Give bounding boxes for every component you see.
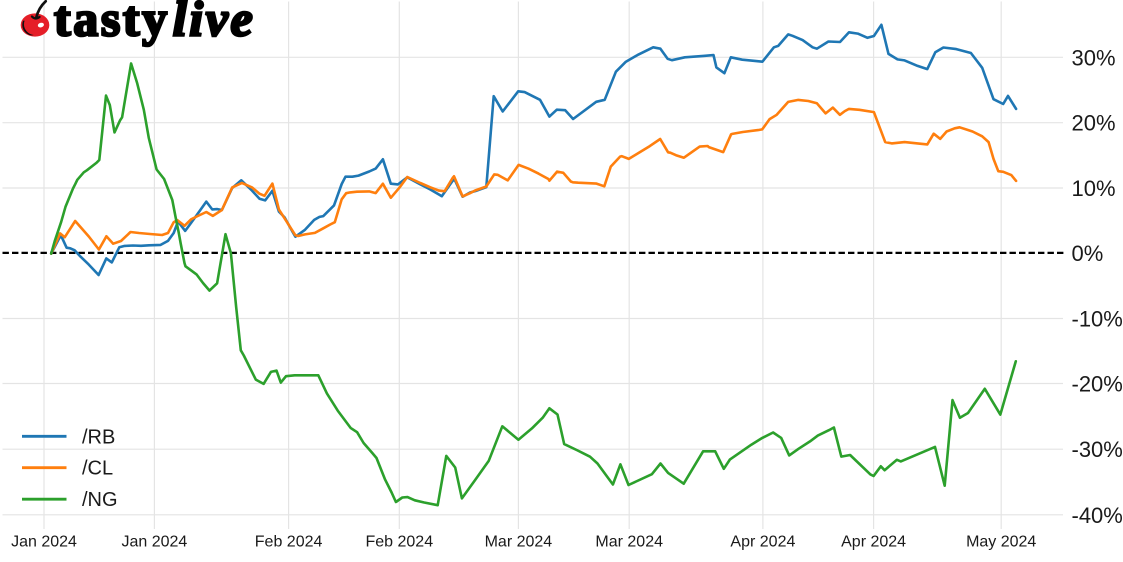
svg-text:Mar 2024: Mar 2024 xyxy=(485,534,553,551)
svg-text:Feb 2024: Feb 2024 xyxy=(255,534,323,551)
svg-text:May 2024: May 2024 xyxy=(966,534,1036,551)
svg-text:Mar 2024: Mar 2024 xyxy=(595,534,663,551)
svg-text:-40%: -40% xyxy=(1072,503,1123,528)
svg-text:30%: 30% xyxy=(1072,45,1116,70)
svg-text:Jan 2024: Jan 2024 xyxy=(121,534,187,551)
svg-text:-10%: -10% xyxy=(1072,307,1123,332)
svg-text:0%: 0% xyxy=(1072,241,1104,266)
svg-text:-30%: -30% xyxy=(1072,437,1123,462)
svg-text:tastylive: tastylive xyxy=(54,0,255,47)
svg-text:/NG: /NG xyxy=(82,489,118,511)
svg-text:20%: 20% xyxy=(1072,111,1116,136)
svg-text:Apr 2024: Apr 2024 xyxy=(841,534,906,551)
svg-text:Apr 2024: Apr 2024 xyxy=(730,534,795,551)
svg-text:Feb 2024: Feb 2024 xyxy=(365,534,433,551)
svg-text:/RB: /RB xyxy=(82,426,115,448)
svg-text:-20%: -20% xyxy=(1072,372,1123,397)
svg-text:10%: 10% xyxy=(1072,176,1116,201)
svg-text:Jan 2024: Jan 2024 xyxy=(11,534,77,551)
svg-text:/CL: /CL xyxy=(82,458,113,480)
